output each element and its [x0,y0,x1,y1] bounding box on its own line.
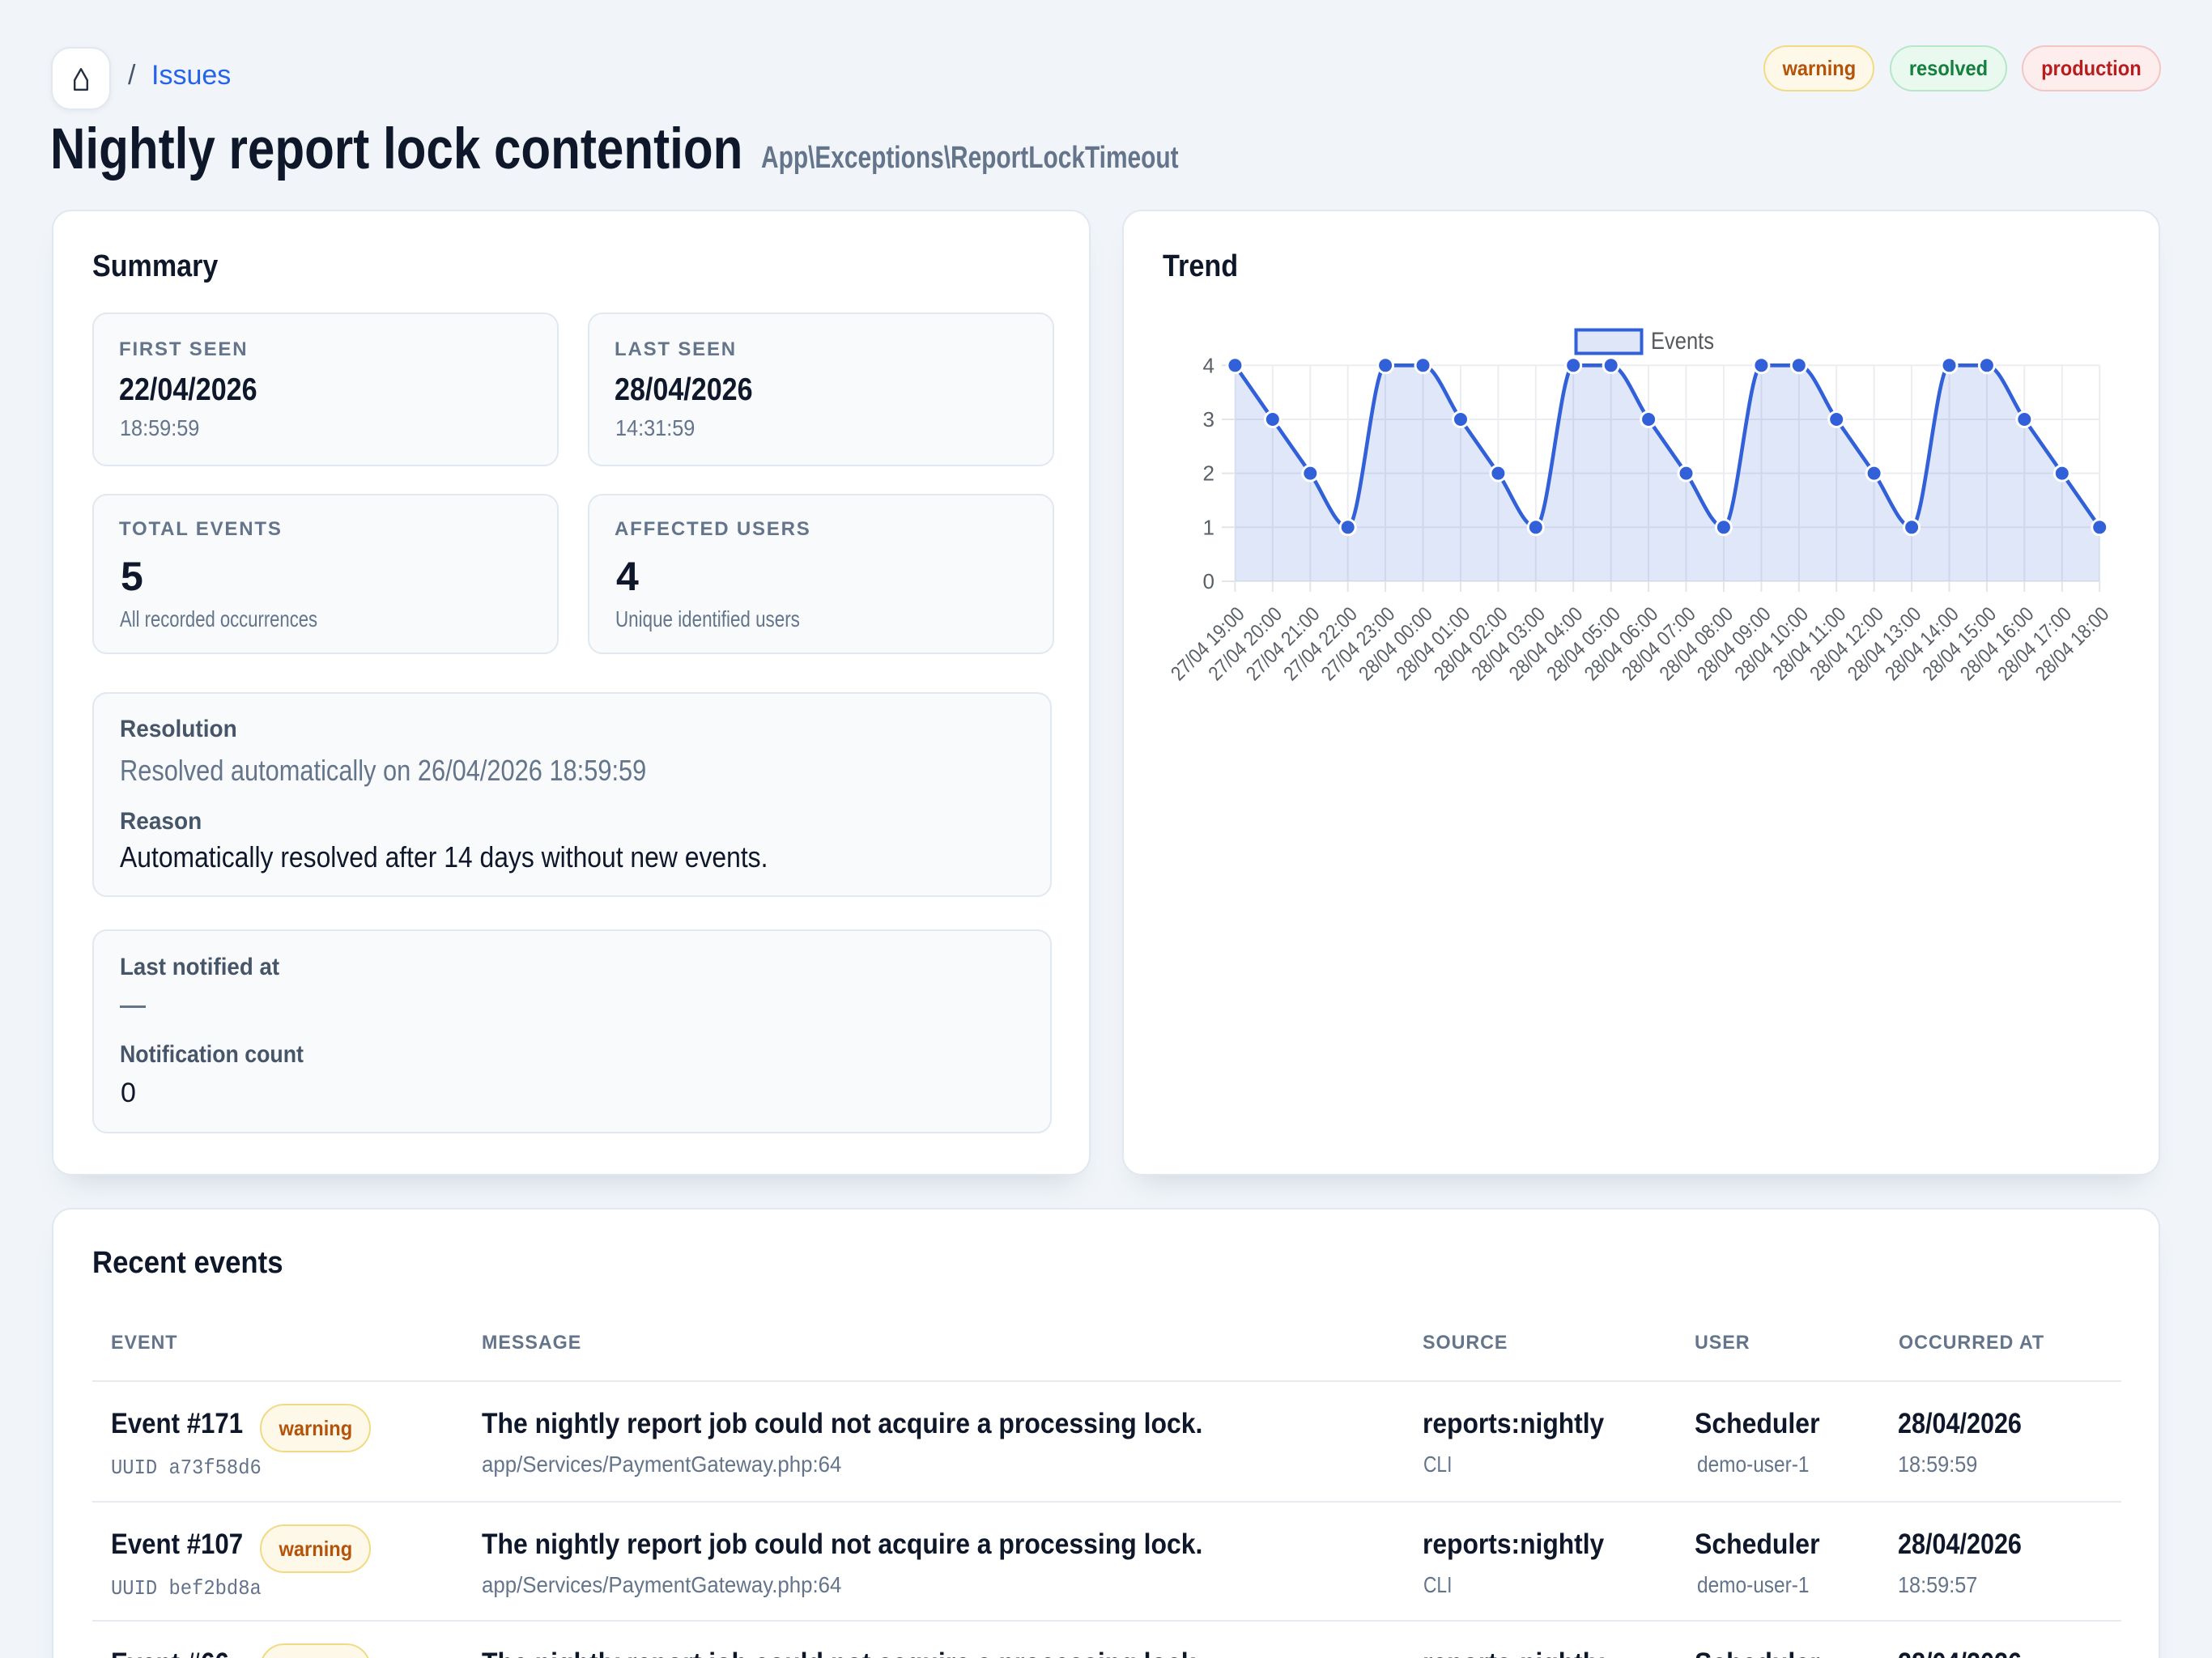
svg-text:3: 3 [1203,407,1214,432]
svg-text:0: 0 [1203,569,1214,593]
svg-text:1: 1 [1203,515,1214,539]
svg-text:2: 2 [1203,461,1214,486]
svg-text:4: 4 [1203,353,1214,377]
svg-text:Events: Events [1651,328,1714,355]
